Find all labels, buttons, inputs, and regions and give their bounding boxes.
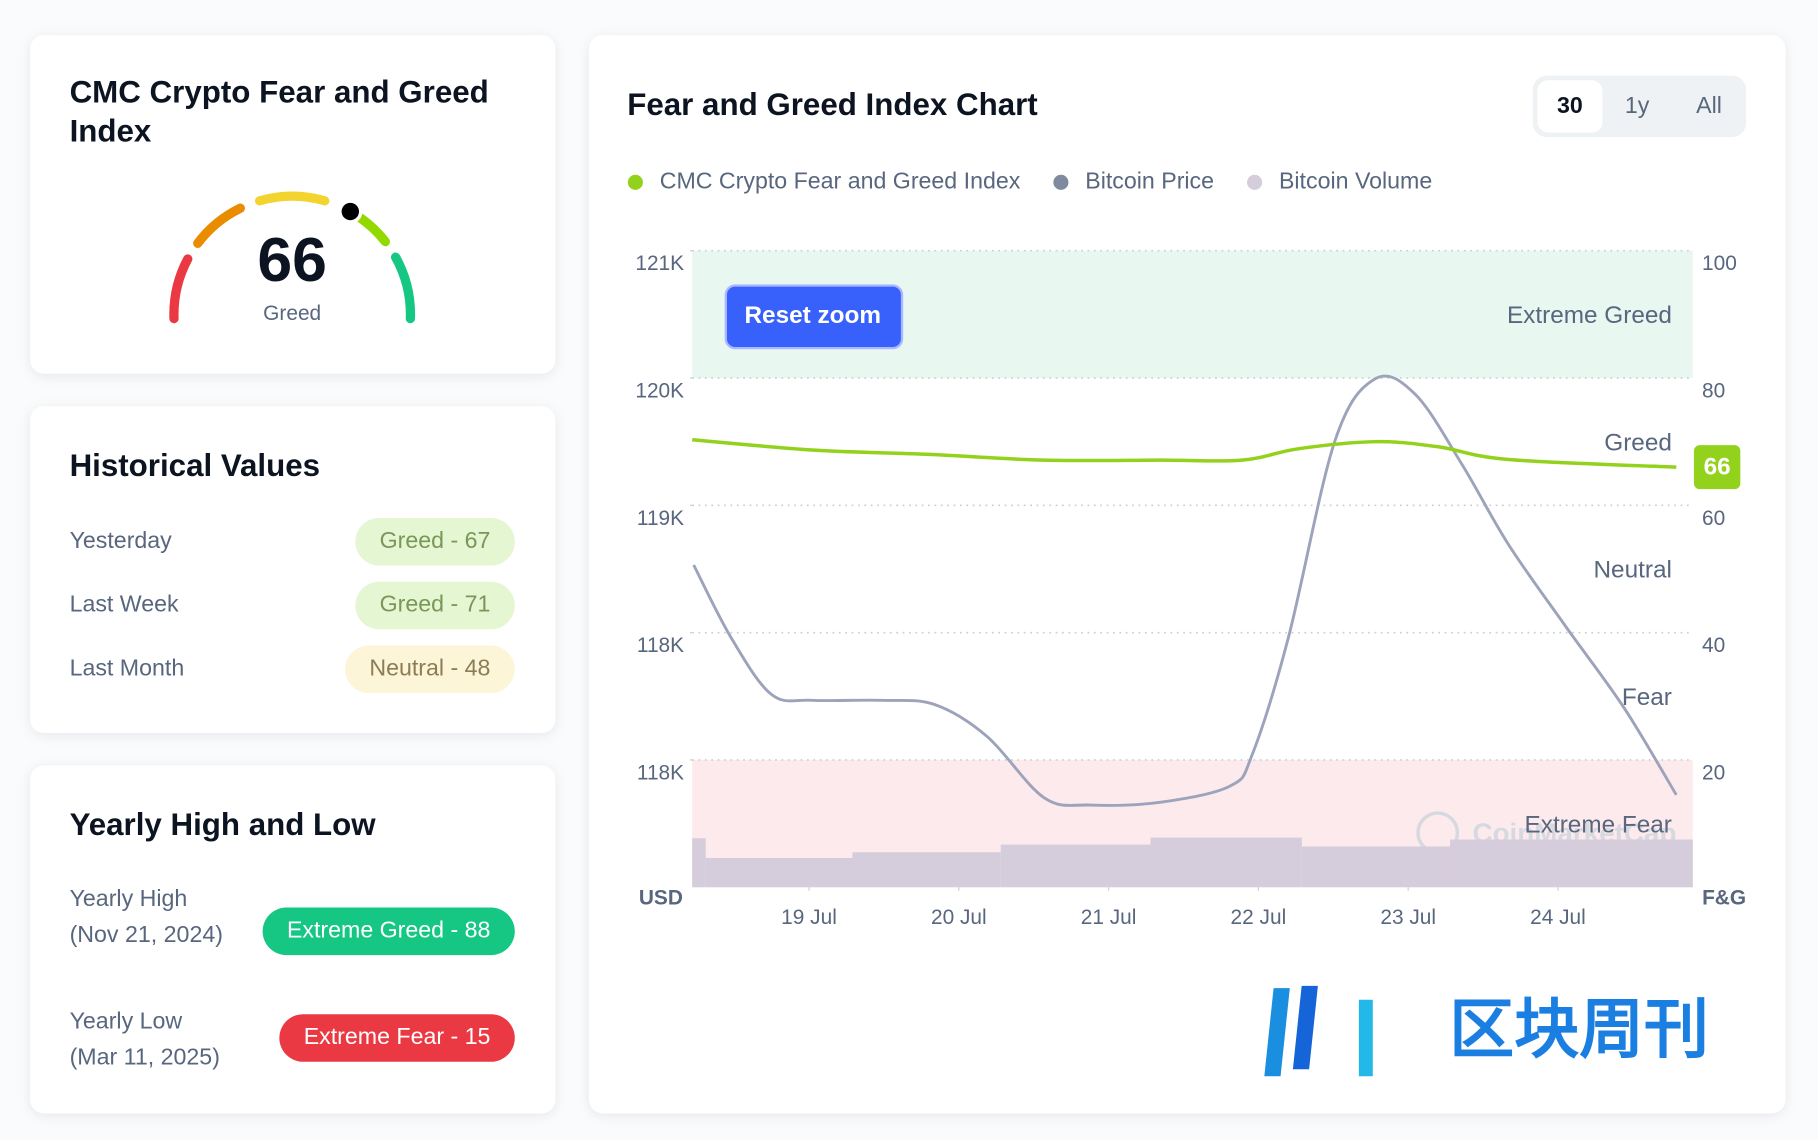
y2-tick-label: 60 xyxy=(1702,507,1725,530)
y2-tick-label: 80 xyxy=(1702,379,1725,402)
legend-label: Bitcoin Price xyxy=(1085,167,1214,193)
historical-rows: Yesterday Greed - 67 Last Week Greed - 71 La… xyxy=(70,517,515,694)
row-label: Last Week xyxy=(70,591,179,617)
pill-text: Greed - 71 xyxy=(380,591,491,617)
volume-bar xyxy=(1000,844,1151,888)
pill xyxy=(345,645,515,694)
zone-label: Greed xyxy=(1604,429,1672,456)
zone-label: Extreme Greed xyxy=(1507,302,1672,329)
legend-marker xyxy=(1053,174,1069,190)
pill-text: Neutral - 48 xyxy=(369,654,490,680)
end-badge-label: 66 xyxy=(1704,454,1731,481)
y2-tick-label: 40 xyxy=(1702,634,1725,657)
range-button: 30 xyxy=(1557,92,1583,118)
zone-label: Fear xyxy=(1622,684,1672,711)
volume-bar xyxy=(692,838,706,888)
chart-title: Fear and Greed Index Chart xyxy=(627,87,1038,122)
y-tick-label: 118K xyxy=(637,634,684,657)
y2-tick-label: 20 xyxy=(1702,761,1725,784)
gauge-segment xyxy=(390,252,416,324)
yearly-title: Yearly High and Low xyxy=(70,807,377,842)
gauge xyxy=(169,191,416,324)
series-line xyxy=(692,438,1677,469)
pill xyxy=(279,1014,515,1062)
pill-text: Greed - 67 xyxy=(380,527,491,553)
volume-bar xyxy=(852,852,1001,888)
legend-marker xyxy=(1247,174,1263,190)
volume-bar xyxy=(1301,846,1451,888)
reset-zoom-button[interactable] xyxy=(724,284,904,350)
x-tick-label: 23 Jul xyxy=(1380,906,1436,929)
pill-text: Extreme Greed - 88 xyxy=(287,916,490,942)
y-tick-label: 120K xyxy=(635,379,684,402)
x-tick-label: 19 Jul xyxy=(781,906,837,929)
gauge-segment xyxy=(169,254,193,324)
series-line xyxy=(692,374,1678,807)
range-button: All xyxy=(1696,92,1722,118)
x-tick-label: 24 Jul xyxy=(1530,906,1586,929)
reset-zoom-label[interactable]: Reset zoom xyxy=(744,302,881,329)
row-label-text: Yearly High xyxy=(69,886,188,912)
watermark-logo xyxy=(1264,985,1373,1077)
x-tick-label: 22 Jul xyxy=(1231,906,1287,929)
pill xyxy=(355,581,515,630)
legend-label: CMC Crypto Fear and Greed Index xyxy=(660,167,1021,193)
gauge-card xyxy=(30,35,556,374)
x-tick-label: 20 Jul xyxy=(931,906,987,929)
range-selected xyxy=(1537,80,1603,133)
zone-label: Extreme Fear xyxy=(1525,811,1672,838)
x-tick-label: 21 Jul xyxy=(1081,906,1137,929)
row-date: (Mar 11, 2025) xyxy=(69,1044,220,1071)
gauge-title-box: CMC Crypto Fear and Greed Index xyxy=(69,74,489,149)
zone-label: Neutral xyxy=(1593,557,1671,584)
gauge-label: Greed xyxy=(263,302,321,325)
legend-marker xyxy=(627,174,643,190)
volume-bar xyxy=(1150,837,1302,888)
y-axis-label: USD xyxy=(639,886,683,909)
y2-axis-label: F&G xyxy=(1702,886,1746,909)
y-tick-label: 119K xyxy=(637,507,684,530)
end-badge xyxy=(1693,445,1741,490)
legend-label: Bitcoin Volume xyxy=(1279,167,1432,193)
row-label-box: Yearly Low (Mar 11, 2025) xyxy=(70,1004,271,1076)
gauge-title: CMC Crypto Fear and Greed Index xyxy=(69,74,489,149)
row-label-box: Yearly High (Nov 21, 2024) xyxy=(70,881,254,953)
gauge-value: 66 xyxy=(257,225,327,295)
row-label: Last Month xyxy=(70,654,185,680)
y-tick-label: 118K xyxy=(637,761,684,784)
yearly-rows: Extreme Greed - 88 Yearly High (Nov 21, 20… xyxy=(70,881,515,1076)
logo-bar xyxy=(1264,988,1290,1077)
watermark: 区块周刊 xyxy=(1449,993,1709,1066)
row-label-text: Yearly Low xyxy=(69,1009,183,1035)
range-button: 1y xyxy=(1625,92,1650,118)
row-label: Yearly High (Nov 21, 2024) xyxy=(70,881,254,953)
pill xyxy=(355,517,515,566)
historical-title: Historical Values xyxy=(70,448,321,483)
row-label: Yearly Low (Mar 11, 2025) xyxy=(70,1004,271,1076)
gauge-segment xyxy=(254,191,330,206)
y-tick-label: 121K xyxy=(635,252,684,275)
volume-bar xyxy=(705,857,853,888)
chart: 30 1y All CMC Crypto Fear and Greed Index Bi… xyxy=(627,92,1746,929)
logo-bar xyxy=(1358,999,1373,1077)
pill-text: Extreme Fear - 15 xyxy=(304,1023,491,1049)
row-date: (Nov 21, 2024) xyxy=(69,922,223,948)
gauge-segment xyxy=(193,203,245,248)
logo-bar xyxy=(1292,985,1318,1070)
volume-bar xyxy=(1450,839,1693,888)
y2-tick-label: 100 xyxy=(1702,252,1737,275)
row-label: Yesterday xyxy=(70,527,173,553)
pill xyxy=(262,907,515,956)
gauge-needle xyxy=(338,199,363,224)
